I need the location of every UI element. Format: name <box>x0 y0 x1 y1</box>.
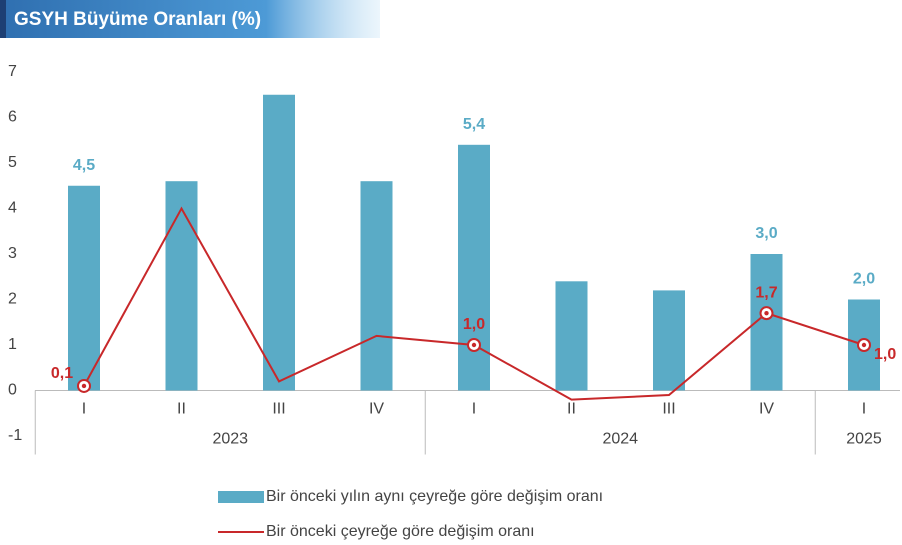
bar <box>458 144 490 391</box>
x-tick-label: I <box>472 401 476 418</box>
bar <box>360 181 393 391</box>
legend-label: Bir önceki çeyreğe göre değişim oranı <box>266 523 535 540</box>
x-tick-label: IV <box>369 401 384 418</box>
bar <box>165 181 198 391</box>
y-tick-label: 0 <box>8 382 17 399</box>
bar <box>653 290 685 391</box>
y-tick-label: 4 <box>8 200 17 217</box>
line-value-label: 1,0 <box>463 316 485 333</box>
bar-value-label: 3,0 <box>755 225 777 242</box>
x-tick-label: I <box>82 401 86 418</box>
legend-swatch <box>218 491 264 503</box>
x-group-label: 2023 <box>212 431 248 448</box>
line-value-label: 1,0 <box>874 346 896 363</box>
bar-value-label: 2,0 <box>853 271 875 288</box>
bar <box>263 94 295 391</box>
y-tick-label: 3 <box>8 245 17 262</box>
line-marker-dot <box>764 310 769 316</box>
chart-title: GSYH Büyüme Oranları (%) <box>14 9 261 30</box>
line-marker-dot <box>471 342 477 348</box>
legend-label: Bir önceki yılın aynı çeyreğe göre değiş… <box>266 488 603 505</box>
bar-value-label: 4,5 <box>73 157 95 174</box>
y-tick-label: 5 <box>8 154 17 171</box>
x-tick-label: II <box>567 401 576 418</box>
y-tick-label: 1 <box>8 336 17 353</box>
y-tick-label: 6 <box>8 109 17 126</box>
bar <box>68 185 100 391</box>
bar <box>555 281 588 391</box>
x-tick-label: II <box>177 401 186 418</box>
title-band <box>0 0 380 38</box>
x-group-label: 2025 <box>846 431 882 448</box>
bar-value-label: 5,4 <box>463 116 485 133</box>
y-tick-label: 2 <box>8 291 17 308</box>
x-tick-label: III <box>662 401 675 418</box>
x-tick-label: I <box>862 401 866 418</box>
x-tick-label: III <box>272 401 285 418</box>
x-group-label: 2024 <box>602 431 638 448</box>
x-tick-label: IV <box>759 401 774 418</box>
line-value-label: 0,1 <box>51 365 73 382</box>
line-marker-dot <box>81 383 87 389</box>
title-accent <box>0 0 6 38</box>
y-tick-label: -1 <box>8 427 22 444</box>
line-marker-dot <box>861 342 867 348</box>
y-tick-label: 7 <box>8 63 17 80</box>
line-value-label: 1,7 <box>755 284 777 301</box>
